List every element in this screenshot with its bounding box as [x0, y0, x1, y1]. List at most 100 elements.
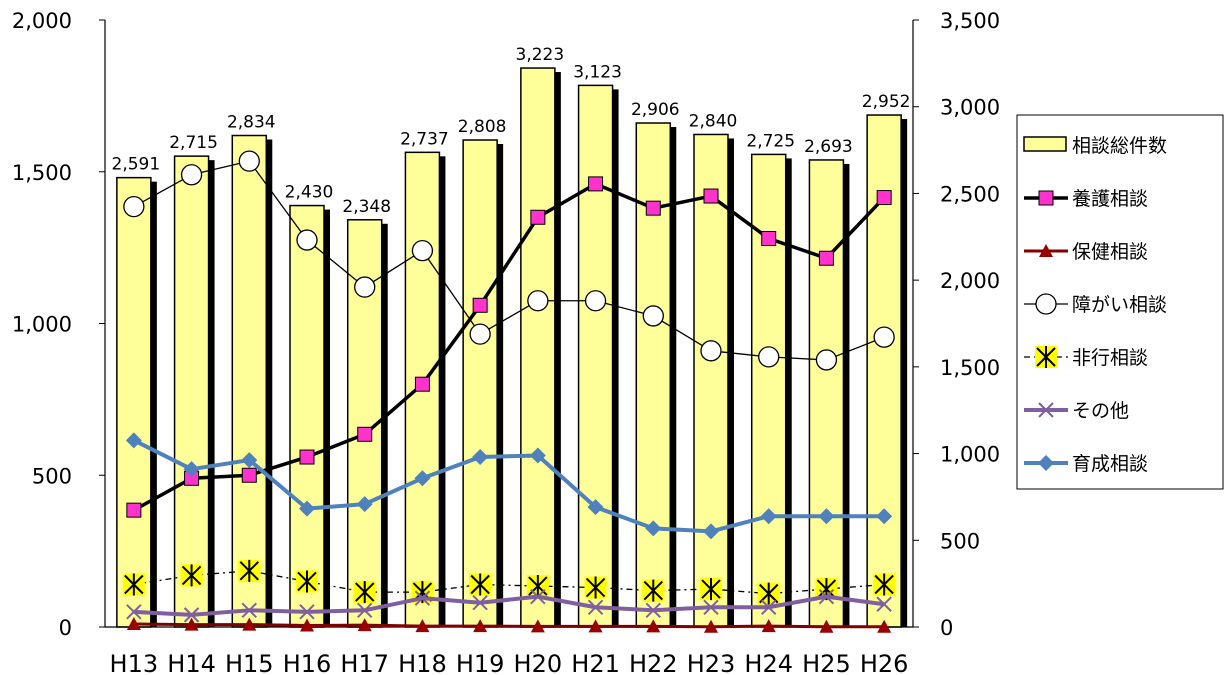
- x-tick-label: H21: [571, 650, 620, 675]
- marker-diamond: [241, 452, 258, 469]
- marker-square: [530, 209, 546, 225]
- marker-diamond: [356, 496, 373, 513]
- marker-asterisk: [124, 573, 144, 596]
- legend-item: 保健相談: [1024, 241, 1148, 263]
- x-tick-label: H20: [514, 650, 563, 675]
- marker-diamond: [299, 500, 315, 517]
- bar: [289, 204, 325, 628]
- marker-x: [703, 599, 719, 615]
- marker-triangle: [704, 619, 718, 633]
- legend-item: 養護相談: [1024, 188, 1148, 210]
- legend-label: 保健相談: [1072, 241, 1148, 263]
- bar-data-label: 2,591: [112, 155, 161, 175]
- legend-label: 養護相談: [1072, 188, 1148, 210]
- marker-circle: [700, 340, 722, 362]
- series-line: [133, 622, 885, 629]
- x-tick-label: H14: [167, 650, 216, 675]
- marker-circle: [123, 196, 145, 218]
- marker-diamond: [1038, 455, 1054, 471]
- x-tick-label: H13: [110, 650, 159, 675]
- bar: [173, 155, 210, 628]
- data-labels: 2,591 2,715 2,834 2,430 2,348 2,737 2,808 3,223…: [112, 45, 911, 217]
- marker-triangle: [530, 619, 545, 633]
- x-tick-label: H25: [802, 650, 851, 675]
- marker-asterisk: [874, 573, 894, 596]
- legend-label: その他: [1072, 400, 1129, 422]
- marker-triangle: [646, 619, 661, 633]
- marker-asterisk: [759, 582, 779, 605]
- marker-triangle: [126, 616, 141, 630]
- series-diamond: [125, 432, 893, 540]
- marker-diamond: [414, 470, 431, 487]
- legend-label: 障がい相談: [1072, 294, 1167, 316]
- series-square: [126, 176, 892, 518]
- marker-asterisk: [181, 564, 202, 587]
- marker-square: [126, 502, 142, 518]
- marker-asterisk: [239, 559, 259, 582]
- legend-item: 育成相談: [1024, 453, 1148, 475]
- marker-circle: [873, 326, 895, 348]
- marker-asterisk: [643, 579, 663, 602]
- left-tick-label: 0: [59, 616, 72, 640]
- marker-x: [126, 604, 142, 620]
- marker-x: [645, 602, 661, 619]
- legend-swatch: [1023, 136, 1067, 152]
- marker-triangle: [300, 618, 314, 632]
- bar-data-label: 2,430: [285, 183, 334, 203]
- marker-diamond: [125, 432, 142, 449]
- marker-square: [876, 190, 892, 206]
- marker-x: [530, 588, 546, 605]
- x-tick-label: H16: [283, 650, 332, 675]
- x-tick-label: H17: [340, 650, 389, 675]
- bar: [116, 176, 152, 628]
- marker-circle: [238, 150, 260, 172]
- marker-circle: [815, 349, 838, 371]
- series-line: [133, 182, 886, 512]
- marker-diamond: [472, 449, 489, 466]
- series-line: [133, 594, 885, 617]
- legend-item: 非行相談: [1024, 346, 1148, 369]
- left-tick-label: 2,000: [12, 9, 72, 33]
- left-tick-label: 1,500: [12, 161, 72, 185]
- marker-triangle: [877, 619, 892, 633]
- marker-diamond: [587, 499, 604, 516]
- right-tick-label: 1,500: [940, 356, 1000, 380]
- marker-square: [241, 467, 257, 483]
- marker-circle: [642, 305, 664, 327]
- right-tick-label: 2,500: [940, 182, 1000, 206]
- bar-data-label: 2,834: [227, 113, 276, 133]
- marker-triangle: [473, 619, 488, 633]
- bar: [808, 159, 845, 628]
- x-tick-label: H24: [744, 650, 793, 675]
- left-tick-label: 1,000: [12, 313, 72, 337]
- x-tick-label: H26: [860, 650, 909, 675]
- marker-x: [818, 588, 835, 605]
- right-tick-label: 3,500: [940, 9, 1000, 33]
- marker-triangle: [819, 619, 834, 633]
- marker-triangle: [357, 618, 372, 632]
- right-tick-label: 0: [940, 616, 953, 640]
- marker-circle: [296, 229, 318, 251]
- bar: [577, 84, 614, 628]
- right-tick-label: 2,000: [940, 269, 1000, 293]
- legend-item: その他: [1024, 400, 1129, 422]
- line-series: [122, 150, 896, 633]
- bar: [635, 122, 672, 628]
- marker-circle: [469, 323, 491, 345]
- marker-square: [1038, 190, 1054, 206]
- series-triangle: [126, 616, 892, 633]
- marker-x: [1038, 402, 1054, 418]
- marker-triangle: [1039, 244, 1053, 257]
- legend-item: 相談総件数: [1023, 135, 1167, 157]
- right-tick-label: 3,000: [940, 96, 1000, 120]
- marker-x: [414, 590, 431, 606]
- bar-data-label: 2,840: [689, 111, 738, 131]
- marker-diamond: [760, 508, 777, 525]
- marker-square: [645, 200, 661, 216]
- marker-square: [761, 231, 777, 247]
- marker-circle: [584, 290, 607, 312]
- marker-triangle: [415, 619, 430, 633]
- marker-x: [357, 602, 373, 619]
- marker-diamond: [818, 508, 835, 525]
